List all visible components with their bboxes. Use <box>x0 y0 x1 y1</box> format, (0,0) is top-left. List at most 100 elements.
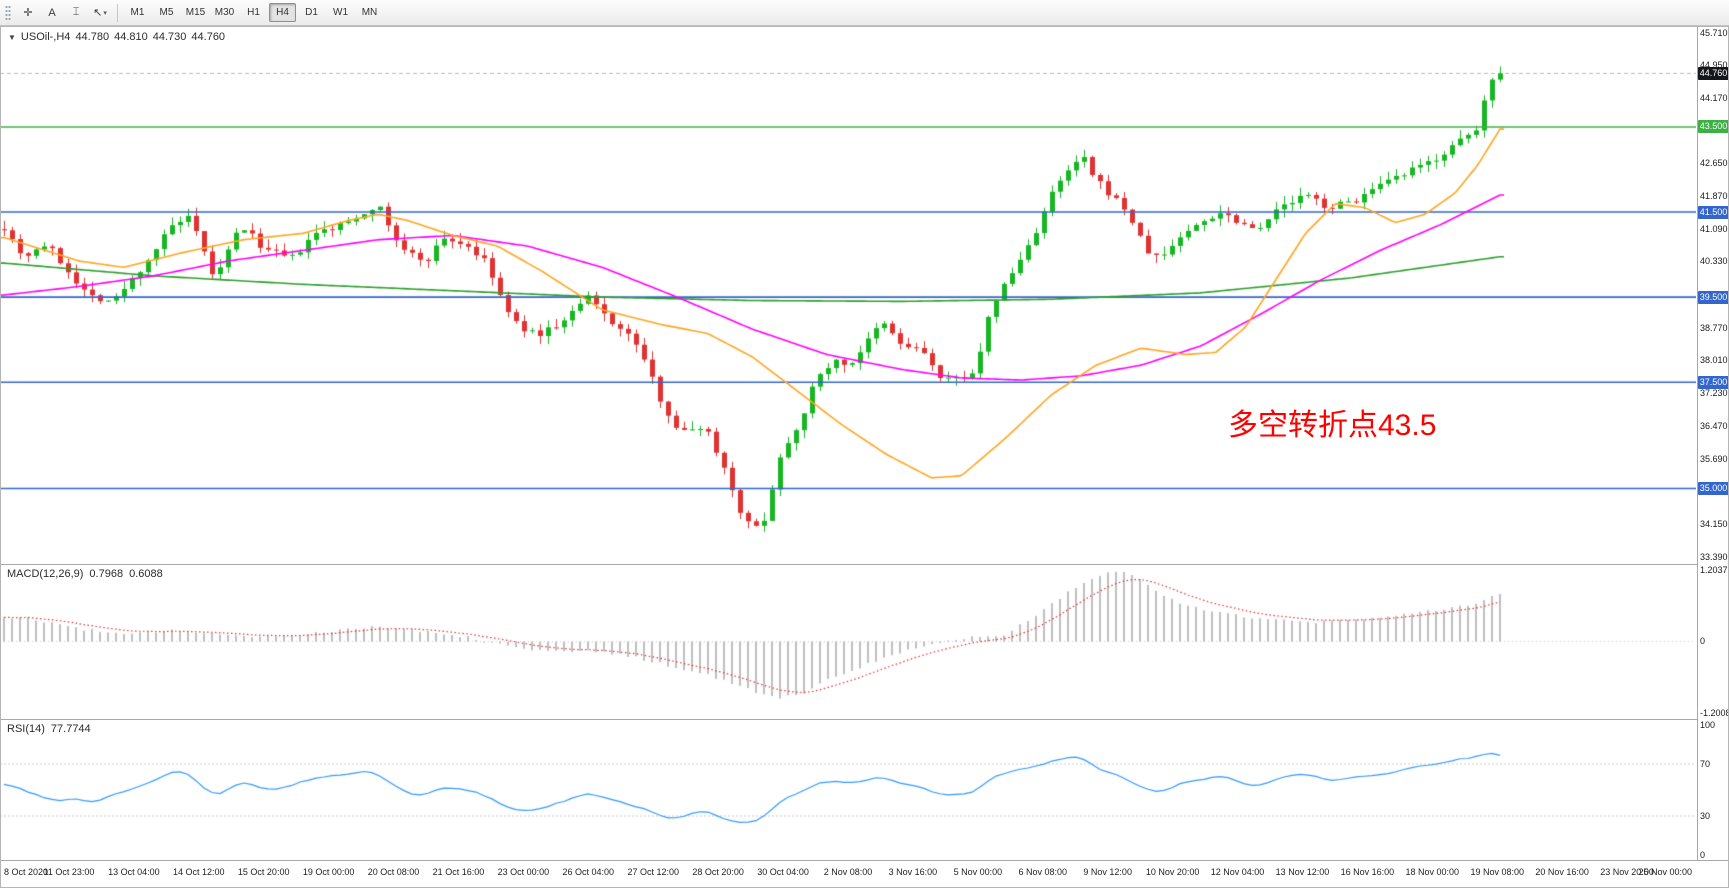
symbol-timeframe-label: USOil-,H4 <box>20 31 71 43</box>
macd-label: MACD(12,26,9) <box>7 568 84 580</box>
timeframe-button-M5[interactable]: M5 <box>153 3 180 22</box>
time-axis-separator[interactable] <box>0 860 1729 861</box>
time-axis-label: 18 Nov 00:00 <box>1405 867 1460 877</box>
time-axis-label: 25 Nov 00:00 <box>1638 867 1692 877</box>
crosshair-tool-button[interactable]: ✛ <box>16 3 40 23</box>
rsi-label: RSI(14) <box>7 723 45 735</box>
timeframe-button-M15[interactable]: M15 <box>182 3 209 22</box>
time-axis-label: 30 Oct 04:00 <box>757 867 809 877</box>
time-axis-label: 26 Oct 04:00 <box>562 867 615 877</box>
text-label-tool-button[interactable]: A <box>40 3 64 23</box>
ohlc-close: 44.760 <box>191 31 226 43</box>
vertical-line-tool-icon: ⌶ <box>72 6 80 18</box>
timeframe-button-M1[interactable]: M1 <box>124 3 151 22</box>
vertical-line-tool-button[interactable]: ⌶ <box>64 3 88 23</box>
rsi-axis-label: 100 <box>1700 719 1716 730</box>
rsi-axis-label: 30 <box>1700 810 1711 821</box>
price-axis-label: 34.150 <box>1700 519 1728 530</box>
macd-signal-value: 0.6088 <box>129 568 163 580</box>
time-axis-label: 8 Oct 2020 <box>4 867 49 877</box>
dropdown-arrow-icon: ▾ <box>103 9 107 17</box>
price-line-badge: 39.500 <box>1698 290 1729 304</box>
time-axis-label: 20 Oct 08:00 <box>367 867 420 877</box>
price-axis-label: 38.770 <box>1700 322 1728 333</box>
main-chart-canvas[interactable] <box>0 26 1696 564</box>
chart-header: ▼ USOil-,H4 44.780 44.810 44.730 44.760 <box>8 31 225 43</box>
text-label-tool-icon: A <box>48 6 56 19</box>
price-line-badge: 35.000 <box>1698 482 1729 496</box>
time-axis-label: 6 Nov 08:00 <box>1018 867 1068 877</box>
price-axis[interactable]: 45.710 44.950 44.170 42.650 41.870 41.090 40.3… <box>1698 26 1729 860</box>
panel-separator-rsi[interactable] <box>0 719 1729 720</box>
time-axis-label: 23 Oct 00:00 <box>497 867 550 877</box>
time-axis-label: 15 Oct 20:00 <box>237 867 290 877</box>
ohlc-high: 44.810 <box>114 31 148 43</box>
macd-axis-label: 0 <box>1700 636 1706 647</box>
price-axis-separator[interactable] <box>1697 26 1698 860</box>
ohlc-low: 44.730 <box>152 31 187 43</box>
macd-axis-label: -1.2008 <box>1700 707 1729 718</box>
timeframe-group: M1 M5 M15 M30 H1 H4 D1 W1 MN <box>123 3 384 22</box>
price-axis-label: 40.330 <box>1700 256 1728 267</box>
time-axis-label: 9 Nov 12:00 <box>1083 867 1132 877</box>
timeframe-button-D1[interactable]: D1 <box>298 3 325 22</box>
timeframe-button-W1[interactable]: W1 <box>327 3 354 22</box>
crosshair-tool-icon: ✛ <box>23 7 33 19</box>
rsi-axis-label: 0 <box>1700 849 1706 860</box>
rsi-axis-label: 70 <box>1700 758 1711 769</box>
time-axis-label: 20 Nov 16:00 <box>1535 867 1589 877</box>
time-axis-label: 19 Nov 08:00 <box>1470 867 1524 877</box>
timeframe-button-H4[interactable]: H4 <box>269 3 296 22</box>
price-axis-label: 41.090 <box>1700 224 1728 234</box>
price-axis-label: 36.470 <box>1700 420 1728 431</box>
macd-header: MACD(12,26,9) 0.7968 0.6088 <box>7 568 163 580</box>
chevron-down-icon[interactable]: ▼ <box>8 32 16 42</box>
time-axis-label: 16 Nov 16:00 <box>1340 867 1395 877</box>
cursor-tool-icon: ↖ <box>93 7 103 19</box>
price-axis-label: 45.710 <box>1700 27 1728 38</box>
price-line-badge: 37.500 <box>1698 375 1729 389</box>
current-price-badge: 44.760 <box>1698 66 1729 80</box>
price-axis-label: 38.010 <box>1700 355 1728 365</box>
toolbar-grip[interactable] <box>5 4 11 21</box>
time-axis-label: 12 Nov 04:00 <box>1210 867 1265 877</box>
price-line-badge: 41.500 <box>1698 205 1729 219</box>
price-axis-label: 37.230 <box>1700 388 1728 399</box>
rsi-header: RSI(14) 77.7744 <box>7 723 91 735</box>
time-axis-label: 3 Nov 16:00 <box>888 867 938 877</box>
price-axis-label: 35.690 <box>1700 453 1728 464</box>
ohlc-open: 44.780 <box>75 31 110 43</box>
price-axis-label: 42.650 <box>1700 157 1728 168</box>
macd-axis-label: 1.2037 <box>1700 564 1728 575</box>
time-axis-label: 28 Oct 20:00 <box>692 867 744 877</box>
time-axis[interactable]: 8 Oct 2020 11 Oct 23:00 13 Oct 04:00 14 Oct… <box>0 861 1729 888</box>
time-axis-label: 2 Nov 08:00 <box>823 867 873 877</box>
timeframe-button-M30[interactable]: M30 <box>211 3 238 22</box>
time-axis-label: 21 Oct 16:00 <box>432 867 485 877</box>
top-toolbar: ✛ A ⌶ ↖ ▾ M1 M5 M15 M30 H1 H4 D1 W1 MN <box>0 0 1729 26</box>
annotation-text[interactable]: 多空转折点43.5 <box>1228 409 1437 442</box>
time-axis-label: 10 Nov 20:00 <box>1145 867 1200 877</box>
timeframe-button-H1[interactable]: H1 <box>240 3 267 22</box>
price-axis-label: 44.170 <box>1700 93 1728 103</box>
cursor-tool-button[interactable]: ↖ ▾ <box>88 3 112 23</box>
time-axis-label: 11 Oct 23:00 <box>43 867 95 877</box>
rsi-panel-canvas[interactable] <box>0 719 1696 860</box>
time-axis-label: 14 Oct 12:00 <box>172 867 225 877</box>
price-axis-label: 33.390 <box>1700 551 1728 562</box>
time-axis-label: 27 Oct 12:00 <box>627 867 679 877</box>
time-axis-label: 13 Oct 04:00 <box>108 867 160 877</box>
time-axis-label: 23 Nov 20:00 <box>1600 867 1654 877</box>
panel-separator-macd[interactable] <box>0 564 1729 565</box>
rsi-value: 77.7744 <box>50 723 91 735</box>
timeframe-button-MN[interactable]: MN <box>356 3 383 22</box>
macd-main-value: 0.7968 <box>89 568 124 580</box>
price-axis-label: 44.950 <box>1700 59 1728 70</box>
macd-panel-canvas[interactable] <box>0 564 1696 719</box>
drawing-tools-group: ✛ A ⌶ ↖ ▾ <box>16 3 112 23</box>
time-axis-label: 19 Oct 00:00 <box>302 867 355 877</box>
price-line-badge: 43.500 <box>1698 120 1729 134</box>
price-axis-label: 41.870 <box>1700 190 1728 201</box>
toolbar-separator <box>117 3 118 22</box>
time-axis-label: 5 Nov 00:00 <box>953 867 1003 877</box>
